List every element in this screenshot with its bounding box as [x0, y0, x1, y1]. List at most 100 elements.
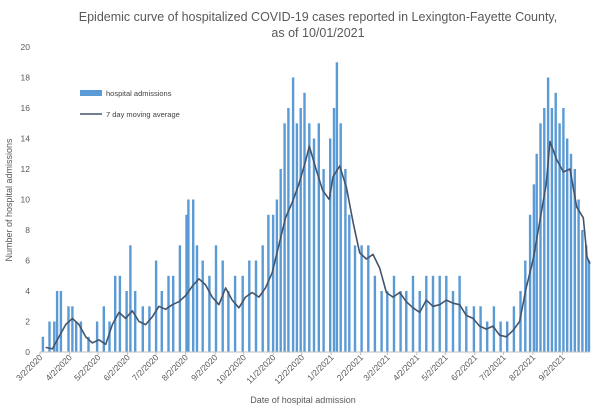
bar: [53, 321, 56, 352]
bar: [329, 138, 332, 352]
bar: [187, 199, 190, 352]
bar: [295, 123, 299, 353]
moving-average-line: [45, 140, 591, 350]
chart-title-line1: Epidemic curve of hospitalized COVID-19 …: [79, 10, 557, 24]
bar: [451, 291, 455, 352]
bar: [577, 199, 580, 352]
bar: [261, 245, 264, 353]
bar: [399, 291, 402, 352]
x-tick-label: 4/2/2020: [43, 352, 74, 383]
bar: [532, 184, 536, 353]
bar: [75, 321, 78, 352]
x-tick-label: 6/2/2021: [449, 352, 480, 383]
bar: [499, 321, 502, 352]
bar: [312, 138, 316, 352]
x-tick-label: 1/2/2021: [305, 352, 336, 383]
bar: [299, 108, 302, 352]
bar: [528, 214, 532, 353]
bar: [438, 275, 441, 353]
bar: [322, 169, 325, 352]
bar: [248, 260, 251, 352]
bar: [55, 291, 59, 352]
x-tick-label: 8/2/2020: [160, 352, 191, 383]
bar: [573, 169, 576, 352]
x-tick-label: 7/2/2021: [477, 352, 508, 383]
bar: [79, 321, 83, 352]
bar: [279, 169, 282, 352]
bar: [233, 275, 237, 353]
bar: [129, 245, 132, 353]
bar: [332, 108, 336, 352]
bar: [303, 92, 306, 353]
y-tick-label: 10: [21, 195, 31, 205]
bar: [543, 108, 546, 352]
x-tick-label: 3/2/2021: [361, 352, 392, 383]
y-tick-label: 12: [21, 164, 31, 174]
bar: [287, 108, 290, 352]
bar: [41, 336, 45, 353]
bar: [425, 275, 428, 353]
bar: [535, 153, 538, 353]
bar: [192, 199, 195, 352]
bar: [587, 260, 591, 352]
y-axis-ticks: 0 2 4 6 8 10 12 14 16 18 20: [21, 42, 31, 357]
bar: [348, 214, 351, 353]
y-tick-label: 4: [25, 286, 30, 296]
bar: [479, 306, 482, 353]
bar: [386, 291, 389, 352]
bar: [275, 199, 279, 352]
legend-label-line: 7 day moving average: [106, 110, 180, 119]
bar: [392, 275, 396, 353]
bar: [195, 245, 199, 353]
x-tick-label: 6/2/2020: [101, 352, 132, 383]
bar: [241, 275, 244, 353]
y-tick-label: 0: [25, 347, 30, 357]
bar: [539, 123, 542, 353]
bar: [178, 245, 182, 353]
legend-label-bars: hospital admissions: [106, 89, 172, 98]
bar: [283, 123, 286, 353]
legend-swatch-bars: [80, 90, 102, 96]
bar: [458, 275, 461, 353]
bar: [373, 275, 377, 353]
bar: [431, 275, 435, 353]
bar: [254, 260, 258, 352]
y-axis-label: Number of hospital admissions: [4, 138, 14, 262]
y-tick-label: 14: [21, 134, 31, 144]
x-tick-label: 4/2/2021: [391, 352, 422, 383]
y-tick-label: 2: [25, 317, 30, 327]
x-tick-label: 8/2/2021: [507, 352, 538, 383]
bar: [48, 321, 51, 352]
bar: [291, 77, 295, 352]
bar: [185, 214, 188, 353]
y-tick-label: 16: [21, 103, 31, 113]
bar: [201, 260, 204, 352]
bar: [271, 214, 275, 353]
y-tick-label: 20: [21, 42, 31, 52]
x-axis-label: Date of hospital admission: [250, 395, 356, 405]
bar: [154, 260, 158, 352]
bar: [214, 245, 218, 353]
bar: [125, 291, 128, 352]
bar: [550, 108, 554, 352]
x-tick-label: 2/2/2021: [335, 352, 366, 383]
bar: [562, 108, 565, 352]
bar: [317, 123, 320, 353]
bar: [221, 260, 224, 352]
legend: hospital admissions 7 day moving average: [80, 89, 180, 119]
bar: [339, 123, 342, 353]
bar: [344, 169, 347, 352]
bar: [308, 123, 311, 353]
bar: [405, 291, 408, 352]
bar: [445, 275, 448, 353]
y-tick-label: 6: [25, 256, 30, 266]
bar: [267, 214, 270, 353]
bar: [148, 306, 151, 353]
bar: [519, 291, 522, 352]
x-tick-label: 9/2/2021: [536, 352, 567, 383]
bar: [486, 321, 489, 352]
x-tick-label: 10/2/2020: [214, 352, 248, 386]
bar: [67, 306, 70, 353]
